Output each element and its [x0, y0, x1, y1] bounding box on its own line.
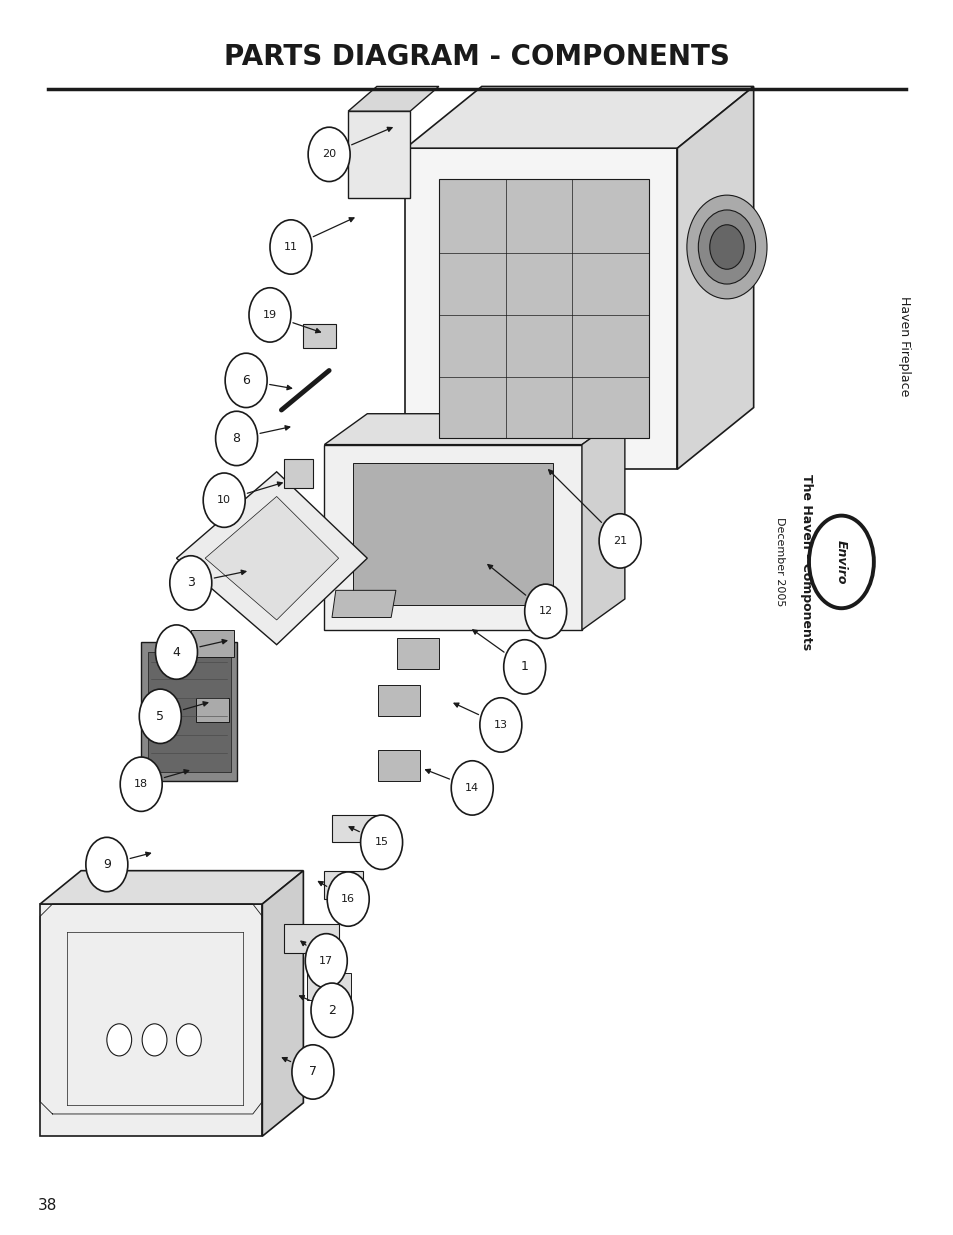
Ellipse shape	[808, 516, 873, 608]
Polygon shape	[148, 652, 231, 772]
Circle shape	[686, 195, 766, 299]
Text: Haven Fireplace: Haven Fireplace	[897, 295, 910, 396]
Polygon shape	[324, 445, 581, 630]
Text: 10: 10	[217, 495, 231, 505]
Polygon shape	[284, 459, 313, 488]
Text: 9: 9	[103, 858, 111, 871]
Polygon shape	[405, 148, 677, 469]
Circle shape	[292, 1045, 334, 1099]
Polygon shape	[677, 86, 753, 469]
Polygon shape	[348, 111, 410, 198]
Text: PARTS DIAGRAM - COMPONENTS: PARTS DIAGRAM - COMPONENTS	[224, 43, 729, 70]
Text: 21: 21	[613, 536, 626, 546]
Text: 6: 6	[242, 374, 250, 387]
Text: 12: 12	[538, 606, 552, 616]
Polygon shape	[581, 414, 624, 630]
Polygon shape	[324, 871, 362, 899]
Polygon shape	[176, 472, 367, 645]
Circle shape	[270, 220, 312, 274]
Polygon shape	[324, 414, 624, 445]
Circle shape	[503, 640, 545, 694]
Text: 4: 4	[172, 646, 180, 658]
Circle shape	[308, 127, 350, 182]
Polygon shape	[40, 904, 262, 1136]
Text: 5: 5	[156, 710, 164, 722]
Circle shape	[311, 983, 353, 1037]
Circle shape	[120, 757, 162, 811]
Circle shape	[360, 815, 402, 869]
Text: The Haven - Components: The Haven - Components	[799, 474, 812, 650]
Circle shape	[215, 411, 257, 466]
Polygon shape	[191, 630, 233, 657]
Text: 38: 38	[38, 1198, 57, 1213]
Text: 8: 8	[233, 432, 240, 445]
Polygon shape	[377, 685, 419, 716]
Circle shape	[86, 837, 128, 892]
Text: 19: 19	[263, 310, 276, 320]
Circle shape	[451, 761, 493, 815]
Polygon shape	[195, 698, 229, 722]
Text: 16: 16	[341, 894, 355, 904]
Polygon shape	[205, 496, 338, 620]
Circle shape	[249, 288, 291, 342]
Circle shape	[709, 225, 743, 269]
Text: 14: 14	[465, 783, 478, 793]
Circle shape	[142, 1024, 167, 1056]
Circle shape	[155, 625, 197, 679]
Polygon shape	[332, 590, 395, 618]
Text: December 2005: December 2005	[775, 517, 784, 606]
Polygon shape	[141, 642, 236, 781]
Polygon shape	[262, 871, 303, 1136]
Circle shape	[225, 353, 267, 408]
Circle shape	[107, 1024, 132, 1056]
Text: 20: 20	[322, 149, 335, 159]
Polygon shape	[284, 924, 338, 953]
Polygon shape	[405, 86, 753, 148]
Polygon shape	[40, 871, 303, 904]
Polygon shape	[332, 815, 376, 842]
Circle shape	[176, 1024, 201, 1056]
Text: 7: 7	[309, 1066, 316, 1078]
Text: 3: 3	[187, 577, 194, 589]
Polygon shape	[438, 179, 648, 438]
Circle shape	[327, 872, 369, 926]
Polygon shape	[353, 463, 553, 605]
Circle shape	[139, 689, 181, 743]
Circle shape	[170, 556, 212, 610]
Circle shape	[598, 514, 640, 568]
Polygon shape	[307, 973, 351, 1000]
Text: 1: 1	[520, 661, 528, 673]
Circle shape	[698, 210, 755, 284]
Circle shape	[479, 698, 521, 752]
Polygon shape	[348, 86, 438, 111]
Circle shape	[203, 473, 245, 527]
Polygon shape	[303, 324, 335, 348]
Text: 18: 18	[134, 779, 148, 789]
Text: 15: 15	[375, 837, 388, 847]
Polygon shape	[396, 638, 438, 669]
Circle shape	[305, 934, 347, 988]
Circle shape	[524, 584, 566, 638]
Polygon shape	[377, 750, 419, 781]
Text: 17: 17	[319, 956, 333, 966]
Text: 2: 2	[328, 1004, 335, 1016]
Text: 11: 11	[284, 242, 297, 252]
Text: Enviro: Enviro	[834, 540, 847, 584]
Text: 13: 13	[494, 720, 507, 730]
